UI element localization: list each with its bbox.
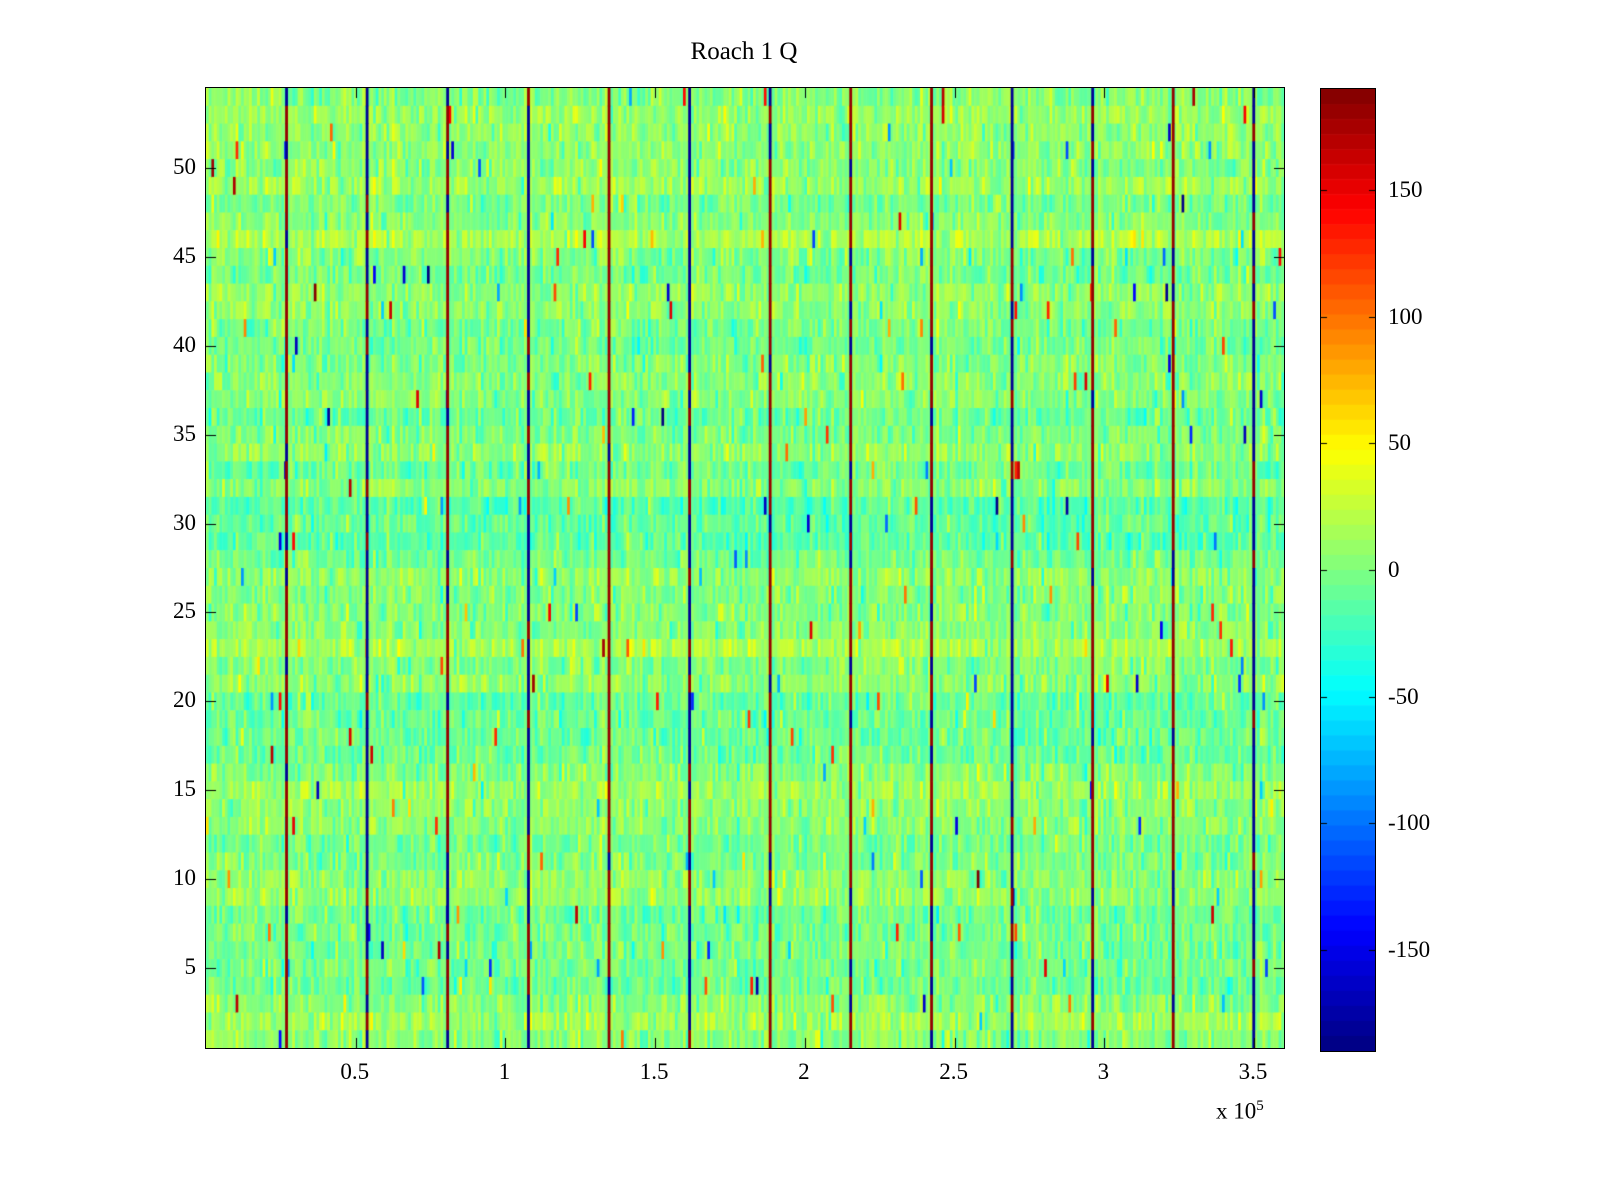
x-axis-tick-label: 1.5: [639, 1059, 669, 1084]
x-scale-exponent: 5: [1256, 1098, 1264, 1114]
x-axis-scale-label: x 105: [1216, 1098, 1264, 1125]
heatmap-canvas: [205, 87, 1285, 1049]
colorbar: [1320, 88, 1376, 1052]
colorbar-tick-label: -100: [1388, 809, 1431, 835]
x-axis-tick-label: 3: [1097, 1059, 1110, 1084]
y-axis-tick-label: 40: [173, 331, 196, 357]
colorbar-tick-label: -50: [1388, 683, 1419, 709]
y-axis-tick-label: 45: [173, 242, 196, 268]
y-axis-tick-label: 25: [173, 598, 196, 624]
y-axis-tick-label: 5: [184, 954, 197, 979]
x-axis-tick-label: 0.5: [340, 1059, 370, 1084]
colorbar-tick-label: 150: [1388, 176, 1423, 202]
y-axis-tick-label: 35: [173, 420, 196, 446]
y-axis-tick-label: 20: [173, 687, 196, 713]
x-axis-tick-label: 2.5: [939, 1059, 968, 1084]
x-scale-base: x 10: [1216, 1098, 1257, 1124]
colorbar-tick-label: 0: [1388, 556, 1400, 582]
plot-title: Roach 1 Q: [690, 38, 798, 65]
colorbar-tick-label: 100: [1388, 303, 1423, 329]
colorbar-tick-label: 50: [1388, 429, 1411, 455]
colorbar-tick-label: -150: [1388, 936, 1431, 962]
x-axis-tick-label: 2: [798, 1059, 810, 1084]
y-axis-tick-label: 30: [173, 509, 196, 535]
y-axis-tick-label: 15: [173, 776, 196, 802]
x-axis-tick-label: 1: [498, 1059, 511, 1084]
x-axis-tick-label: 3.5: [1238, 1059, 1268, 1084]
y-axis-tick-label: 10: [173, 865, 196, 891]
y-axis-tick-label: 50: [173, 154, 196, 179]
